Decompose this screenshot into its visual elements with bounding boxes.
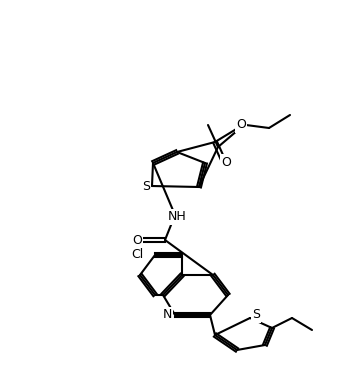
Text: NH: NH <box>168 211 187 224</box>
Text: O: O <box>132 233 142 247</box>
Text: Cl: Cl <box>131 248 143 262</box>
Text: N: N <box>162 309 172 321</box>
Text: O: O <box>236 119 246 131</box>
Text: S: S <box>252 309 260 321</box>
Text: O: O <box>221 156 231 168</box>
Text: S: S <box>142 179 150 193</box>
